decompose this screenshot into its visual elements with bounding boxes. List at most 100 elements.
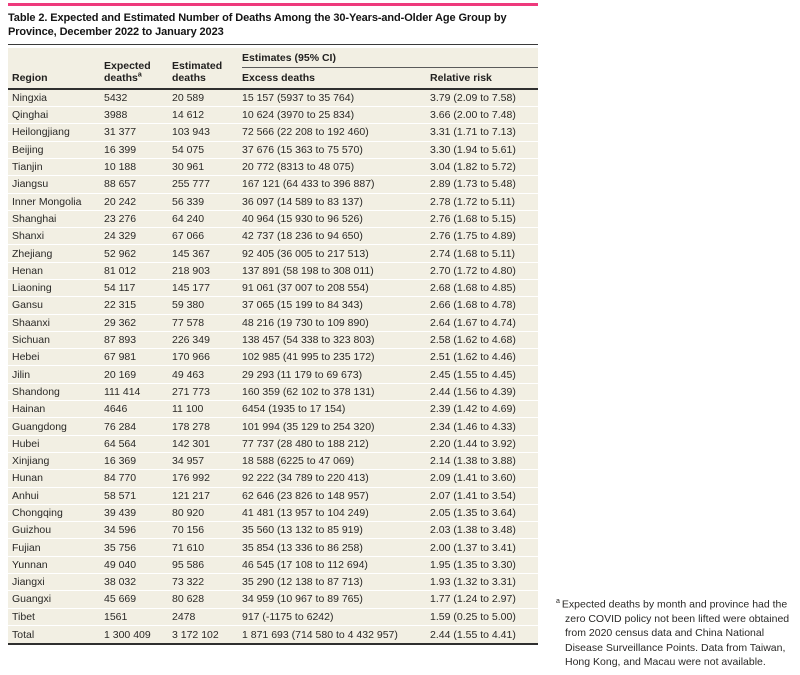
region-cell: Beijing: [12, 143, 44, 156]
expected-deaths-cell: 20 169: [104, 368, 137, 381]
col-header-expected-line2: deaths: [104, 71, 138, 84]
table-row: Ningxia 5432 20 589 15 157 (5937 to 35 7…: [8, 89, 538, 108]
table-row: Tibet 1561 2478 917 (-1175 to 6242) 1.59…: [8, 608, 538, 626]
expected-deaths-cell: 1561: [104, 610, 128, 623]
excess-deaths-cell: 62 646 (23 826 to 148 957): [242, 489, 369, 502]
col-header-relative-risk: Relative risk: [430, 71, 492, 84]
expected-deaths-cell: 31 377: [104, 126, 137, 139]
region-cell: Hebei: [12, 351, 40, 364]
expected-deaths-cell: 111 414: [104, 385, 141, 398]
expected-deaths-cell: 81 012: [104, 264, 137, 277]
estimated-deaths-cell: 59 380: [172, 299, 205, 312]
table-row: Anhui 58 571 121 217 62 646 (23 826 to 1…: [8, 487, 538, 505]
estimated-deaths-cell: 170 966: [172, 351, 210, 364]
excess-deaths-cell: 37 676 (15 363 to 75 570): [242, 143, 363, 156]
region-cell: Total: [12, 628, 35, 641]
relative-risk-cell: 2.76 (1.75 to 4.89): [430, 230, 516, 243]
relative-risk-cell: 2.09 (1.41 to 3.60): [430, 472, 516, 485]
expected-deaths-cell: 1 300 409: [104, 628, 151, 641]
table2-card: Table 2. Expected and Estimated Number o…: [8, 3, 538, 646]
excess-deaths-cell: 10 624 (3970 to 25 834): [242, 109, 355, 122]
table-row: Liaoning 54 117 145 177 91 061 (37 007 t…: [8, 279, 538, 298]
region-cell: Henan: [12, 264, 43, 277]
table-row: Beijing 16 399 54 075 37 676 (15 363 to …: [8, 141, 538, 159]
excess-deaths-cell: 20 772 (8313 to 48 075): [242, 161, 355, 174]
relative-risk-cell: 3.79 (2.09 to 7.58): [430, 91, 516, 104]
relative-risk-cell: 1.93 (1.32 to 3.31): [430, 576, 516, 589]
expected-deaths-cell: 34 596: [104, 524, 137, 537]
relative-risk-cell: 2.00 (1.37 to 3.41): [430, 541, 516, 554]
excess-deaths-cell: 101 994 (35 129 to 254 320): [242, 420, 375, 433]
excess-deaths-cell: 92 405 (36 005 to 217 513): [242, 247, 369, 260]
table-row: Hubei 64 564 142 301 77 737 (28 480 to 1…: [8, 435, 538, 453]
table-row: Fujian 35 756 71 610 35 854 (13 336 to 8…: [8, 539, 538, 557]
col-header-estimated-line2: deaths: [172, 71, 206, 84]
expected-deaths-cell: 10 188: [104, 161, 137, 174]
estimated-deaths-cell: 34 957: [172, 455, 205, 468]
estimated-deaths-cell: 142 301: [172, 437, 210, 450]
relative-risk-cell: 2.34 (1.46 to 4.33): [430, 420, 516, 433]
excess-deaths-cell: 48 216 (19 730 to 109 890): [242, 316, 369, 329]
excess-deaths-cell: 46 545 (17 108 to 112 694): [242, 558, 368, 571]
region-cell: Heilongjiang: [12, 126, 70, 139]
table-title: Table 2. Expected and Estimated Number o…: [8, 12, 507, 39]
expected-deaths-cell: 23 276: [104, 212, 137, 225]
table-row: Xinjiang 16 369 34 957 18 588 (6225 to 4…: [8, 452, 538, 471]
excess-deaths-cell: 917 (-1175 to 6242): [242, 610, 334, 623]
excess-deaths-cell: 29 293 (11 179 to 69 673): [242, 368, 363, 381]
excess-deaths-cell: 18 588 (6225 to 47 069): [242, 455, 355, 468]
relative-risk-cell: 2.70 (1.72 to 4.80): [430, 264, 516, 277]
table-row: Jiangsu 88 657 255 777 167 121 (64 433 t…: [8, 176, 538, 194]
table-row: Guizhou 34 596 70 156 35 560 (13 132 to …: [8, 522, 538, 540]
region-cell: Tianjin: [12, 161, 43, 174]
expected-deaths-cell: 49 040: [104, 558, 137, 571]
estimated-deaths-cell: 121 217: [172, 489, 210, 502]
estimated-deaths-cell: 71 610: [172, 541, 205, 554]
relative-risk-cell: 2.03 (1.38 to 3.48): [430, 524, 516, 537]
col-header-estimated-line1: Estimated: [172, 59, 223, 72]
excess-deaths-cell: 167 121 (64 433 to 396 887): [242, 178, 375, 191]
relative-risk-cell: 2.89 (1.73 to 5.48): [430, 178, 516, 191]
region-cell: Shanghai: [12, 212, 57, 225]
region-cell: Liaoning: [12, 282, 52, 295]
excess-deaths-cell: 92 222 (34 789 to 220 413): [242, 472, 369, 485]
region-cell: Shaanxi: [12, 316, 50, 329]
estimated-deaths-cell: 255 777: [172, 178, 210, 191]
table-row: Shanghai 23 276 64 240 40 964 (15 930 to…: [8, 210, 538, 229]
estimated-deaths-cell: 64 240: [172, 212, 205, 225]
col-header-expected-line1: Expected: [104, 59, 151, 72]
table-row: Hainan 4646 11 100 6454 (1935 to 17 154)…: [8, 401, 538, 419]
region-cell: Shanxi: [12, 230, 45, 243]
table-row: Henan 81 012 218 903 137 891 (58 198 to …: [8, 262, 538, 280]
estimated-deaths-cell: 145 177: [172, 282, 210, 295]
expected-deaths-cell: 24 329: [104, 230, 137, 243]
estimated-deaths-cell: 14 612: [172, 109, 205, 122]
excess-deaths-cell: 160 359 (62 102 to 378 131): [242, 385, 375, 398]
expected-deaths-cell: 67 981: [104, 351, 137, 364]
excess-deaths-cell: 102 985 (41 995 to 235 172): [242, 351, 375, 364]
relative-risk-cell: 1.59 (0.25 to 5.00): [430, 610, 516, 623]
expected-deaths-cell: 16 369: [104, 455, 137, 468]
region-cell: Inner Mongolia: [12, 195, 82, 208]
expected-deaths-cell: 16 399: [104, 143, 137, 156]
table-row: Hebei 67 981 170 966 102 985 (41 995 to …: [8, 349, 538, 367]
table-row: Gansu 22 315 59 380 37 065 (15 199 to 84…: [8, 297, 538, 315]
estimated-deaths-cell: 176 992: [172, 472, 210, 485]
expected-deaths-cell: 58 571: [104, 489, 137, 502]
estimated-deaths-cell: 54 075: [172, 143, 205, 156]
excess-deaths-cell: 40 964 (15 930 to 96 526): [242, 212, 363, 225]
estimated-deaths-cell: 56 339: [172, 195, 205, 208]
expected-deaths-cell: 84 770: [104, 472, 137, 485]
estimated-deaths-cell: 80 920: [172, 506, 205, 519]
region-cell: Hunan: [12, 472, 43, 485]
relative-risk-cell: 2.44 (1.56 to 4.39): [430, 385, 516, 398]
expected-deaths-cell: 87 893: [104, 334, 137, 347]
relative-risk-cell: 2.07 (1.41 to 3.54): [430, 489, 516, 502]
footnote-marker: a: [556, 598, 560, 605]
excess-deaths-cell: 15 157 (5937 to 35 764): [242, 91, 355, 104]
estimated-deaths-cell: 2478: [172, 610, 196, 623]
expected-deaths-cell: 35 756: [104, 541, 137, 554]
region-cell: Guangdong: [12, 420, 67, 433]
col-group-header-estimates: Estimates (95% CI): [242, 48, 538, 68]
